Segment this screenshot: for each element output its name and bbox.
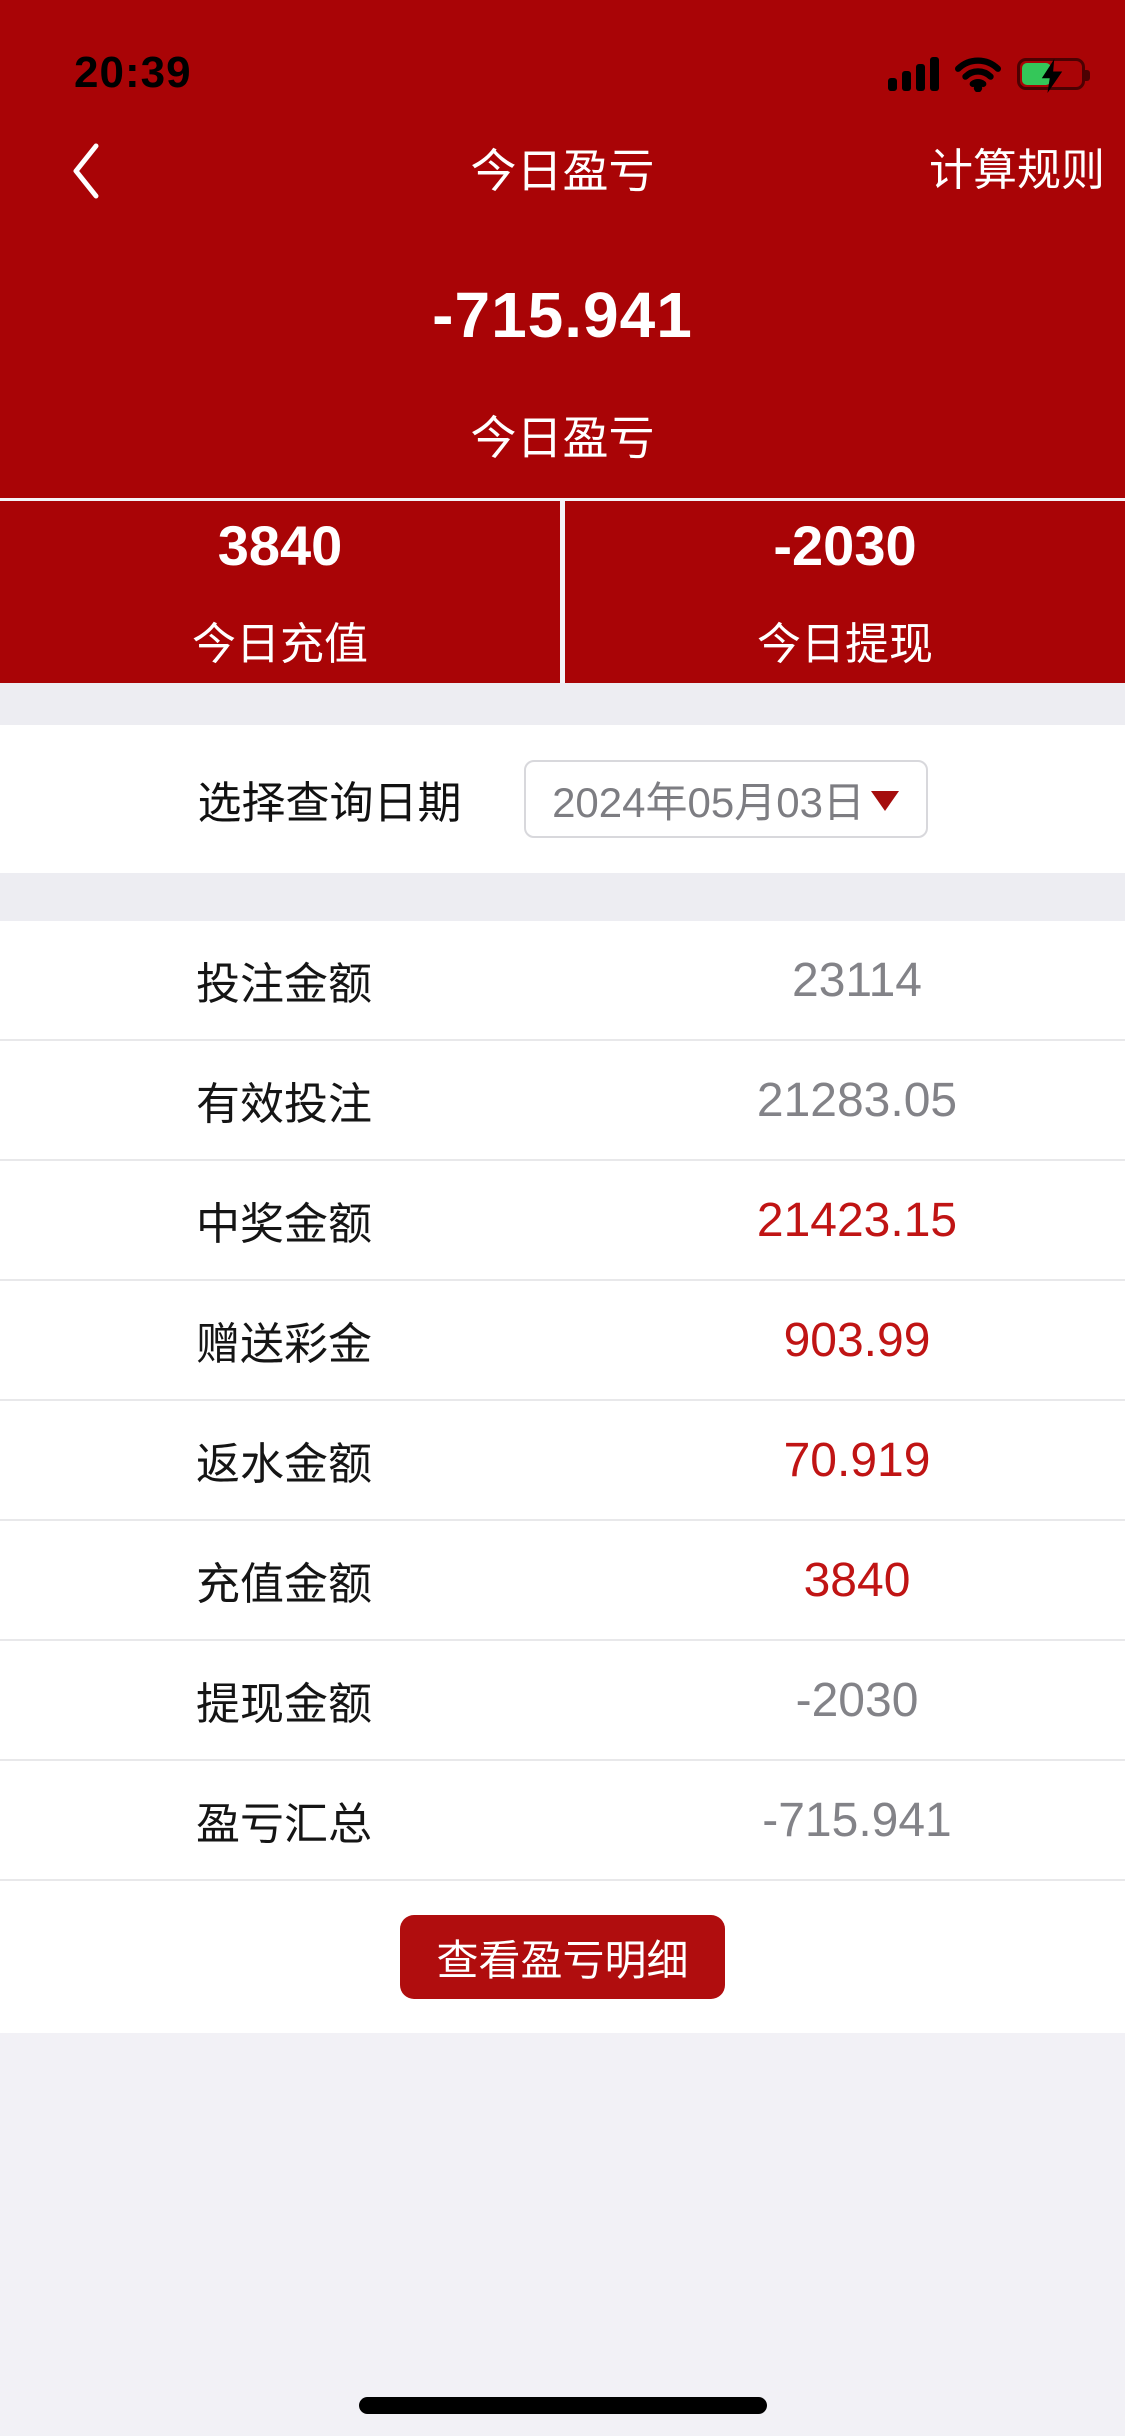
row-label: 中奖金额 [196, 1200, 372, 1249]
battery-cap [1085, 70, 1090, 81]
row-label: 赠送彩金 [196, 1320, 372, 1369]
header-hero: 20:39 今日盈亏 [0, 0, 1125, 683]
row-value: -2030 [795, 1673, 919, 1727]
row-label: 有效投注 [196, 1080, 372, 1129]
table-row: 中奖金额 21423.15 [0, 1161, 1125, 1281]
nav-bar: 今日盈亏 计算规则 [0, 128, 1125, 214]
table-row: 提现金额 -2030 [0, 1641, 1125, 1761]
battery-fill [1022, 63, 1051, 85]
row-value: 3840 [803, 1553, 911, 1607]
battery-charging-icon [1017, 58, 1090, 93]
row-label: 返水金额 [196, 1440, 372, 1489]
table-row: 有效投注 21283.05 [0, 1041, 1125, 1161]
row-label: 投注金额 [196, 960, 372, 1009]
row-label: 充值金额 [196, 1560, 372, 1609]
stat-withdraw-value: -2030 [773, 513, 917, 577]
table-row: 盈亏汇总 -715.941 [0, 1761, 1125, 1881]
row-value: 21283.05 [756, 1073, 958, 1127]
stat-recharge-label: 今日充值 [192, 619, 368, 669]
row-value: 903.99 [783, 1313, 931, 1367]
home-indicator[interactable] [358, 2397, 767, 2414]
row-label: 盈亏汇总 [196, 1800, 372, 1849]
signal-bars-icon [888, 57, 939, 91]
section-gap [0, 873, 1125, 921]
row-value: 23114 [792, 953, 922, 1007]
stat-recharge-value: 3840 [217, 513, 343, 577]
chevron-left-icon [73, 143, 99, 199]
date-picker-row: 选择查询日期 2024年05月03日 [0, 725, 1125, 873]
view-detail-button[interactable]: 查看盈亏明细 [400, 1915, 725, 1999]
table-row: 赠送彩金 903.99 [0, 1281, 1125, 1401]
date-picker-label: 选择查询日期 [197, 779, 462, 828]
back-button[interactable] [50, 128, 120, 214]
button-section: 查看盈亏明细 [0, 1881, 1125, 2033]
table-row: 返水金额 70.919 [0, 1401, 1125, 1521]
table-row: 充值金额 3840 [0, 1521, 1125, 1641]
row-value: 70.919 [783, 1433, 931, 1487]
profit-amount-label: 今日盈亏 [470, 412, 655, 464]
status-icons [888, 56, 1090, 93]
table-row: 投注金额 23114 [0, 921, 1125, 1041]
status-time: 20:39 [74, 48, 192, 97]
stats-row: 3840 今日充值 -2030 今日提现 [0, 498, 1125, 683]
date-select[interactable]: 2024年05月03日 [523, 760, 928, 838]
stat-withdraw: -2030 今日提现 [565, 501, 1125, 683]
row-value: -715.941 [762, 1793, 952, 1847]
bottom-area [0, 2033, 1125, 2436]
profit-amount: -715.941 [432, 279, 693, 351]
row-label: 提现金额 [196, 1680, 372, 1729]
summary-table: 投注金额 23114 有效投注 21283.05 中奖金额 21423.15 赠… [0, 921, 1125, 1881]
stats-divider [560, 501, 565, 683]
lightning-bolt-icon [1041, 59, 1063, 93]
page-title: 今日盈亏 [470, 145, 655, 197]
stat-recharge: 3840 今日充值 [0, 501, 560, 683]
date-select-value: 2024年05月03日 [552, 778, 865, 826]
calc-rules-button[interactable]: 计算规则 [929, 146, 1105, 195]
section-gap [0, 683, 1125, 725]
row-value: 21423.15 [756, 1193, 958, 1247]
dropdown-arrow-icon [870, 791, 899, 811]
wifi-icon [955, 57, 1001, 92]
stat-withdraw-label: 今日提现 [757, 619, 933, 669]
